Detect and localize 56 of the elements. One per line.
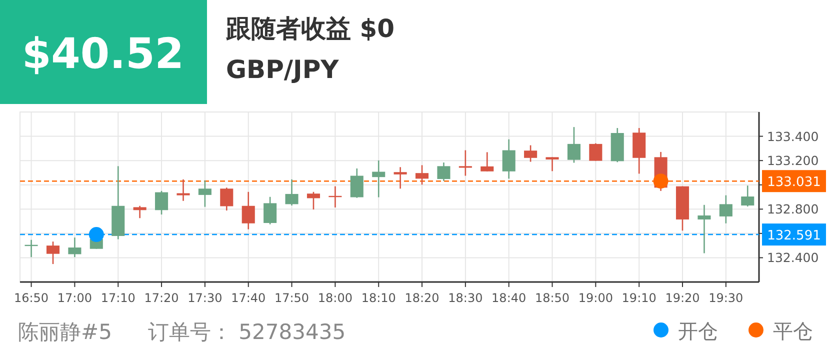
- candlestick: [68, 236, 82, 258]
- candlestick: [415, 164, 429, 186]
- candlestick: [46, 240, 60, 265]
- ref-line-label: 132.591: [767, 228, 821, 244]
- x-tick-label: 19:00: [578, 291, 613, 305]
- candlestick: [719, 194, 732, 224]
- x-tick-label: 18:50: [534, 291, 570, 305]
- x-tick-label: 17:50: [274, 291, 310, 305]
- x-tick-label: 19:20: [665, 291, 700, 305]
- x-tick-label: 17:40: [231, 291, 266, 305]
- text: 陈丽静#5: [18, 320, 112, 344]
- legend-label: 开仓: [678, 319, 718, 343]
- candlestick: [285, 178, 298, 206]
- candlestick: [306, 191, 320, 210]
- x-tick-label: 17:30: [188, 291, 222, 305]
- candlestick: [437, 162, 450, 182]
- x-tick-label: 18:10: [361, 291, 396, 305]
- candlestick: [176, 178, 190, 202]
- candlestick: [220, 187, 234, 212]
- x-tick-label: 18:40: [492, 291, 526, 305]
- legend-label: 平仓: [773, 319, 813, 343]
- candlestick: [480, 152, 494, 172]
- y-tick-label: 133.200: [767, 153, 819, 168]
- candlestick: [589, 142, 602, 162]
- candlestick: [198, 180, 212, 208]
- candlestick: [242, 191, 255, 230]
- x-tick-label: 19:10: [622, 291, 656, 305]
- header: $40.52 跟随者收益 $0 GBP/JPY: [0, 0, 394, 104]
- y-tick-label: 132.400: [767, 250, 819, 266]
- x-tick-label: 18:30: [448, 291, 483, 305]
- x-tick-label: 16:50: [14, 291, 49, 305]
- candlestick: [698, 204, 711, 254]
- chart-subtitle: 跟随者收益 $0: [225, 14, 394, 43]
- candlestick: [133, 205, 146, 219]
- x-tick-label: 17:00: [57, 291, 92, 305]
- candlestick: [524, 144, 538, 162]
- candlestick: [372, 160, 386, 198]
- candlestick: [155, 190, 168, 216]
- candlestick: [502, 138, 516, 180]
- candlestick: [394, 166, 407, 190]
- x-tick-label: 17:20: [144, 291, 179, 305]
- text: 订单号： 52783435: [148, 320, 346, 344]
- chart-title: GBP/JPY: [226, 55, 340, 84]
- candlestick: [458, 150, 472, 176]
- x-tick-label: 19:30: [708, 291, 744, 305]
- y-tick-label: 133.400: [767, 128, 819, 144]
- candlestick: [741, 184, 754, 208]
- x-tick-label: 18:20: [404, 291, 440, 305]
- x-tick-label: 18:00: [318, 291, 352, 305]
- ref-line-label: 133.031: [767, 175, 821, 190]
- y-tick-label: 132.800: [767, 202, 819, 217]
- x-tick-label: 17:10: [100, 291, 136, 305]
- candlestick: [350, 168, 364, 198]
- candlestick: [567, 126, 580, 164]
- candlestick: [546, 156, 559, 172]
- candlestick: [264, 196, 277, 225]
